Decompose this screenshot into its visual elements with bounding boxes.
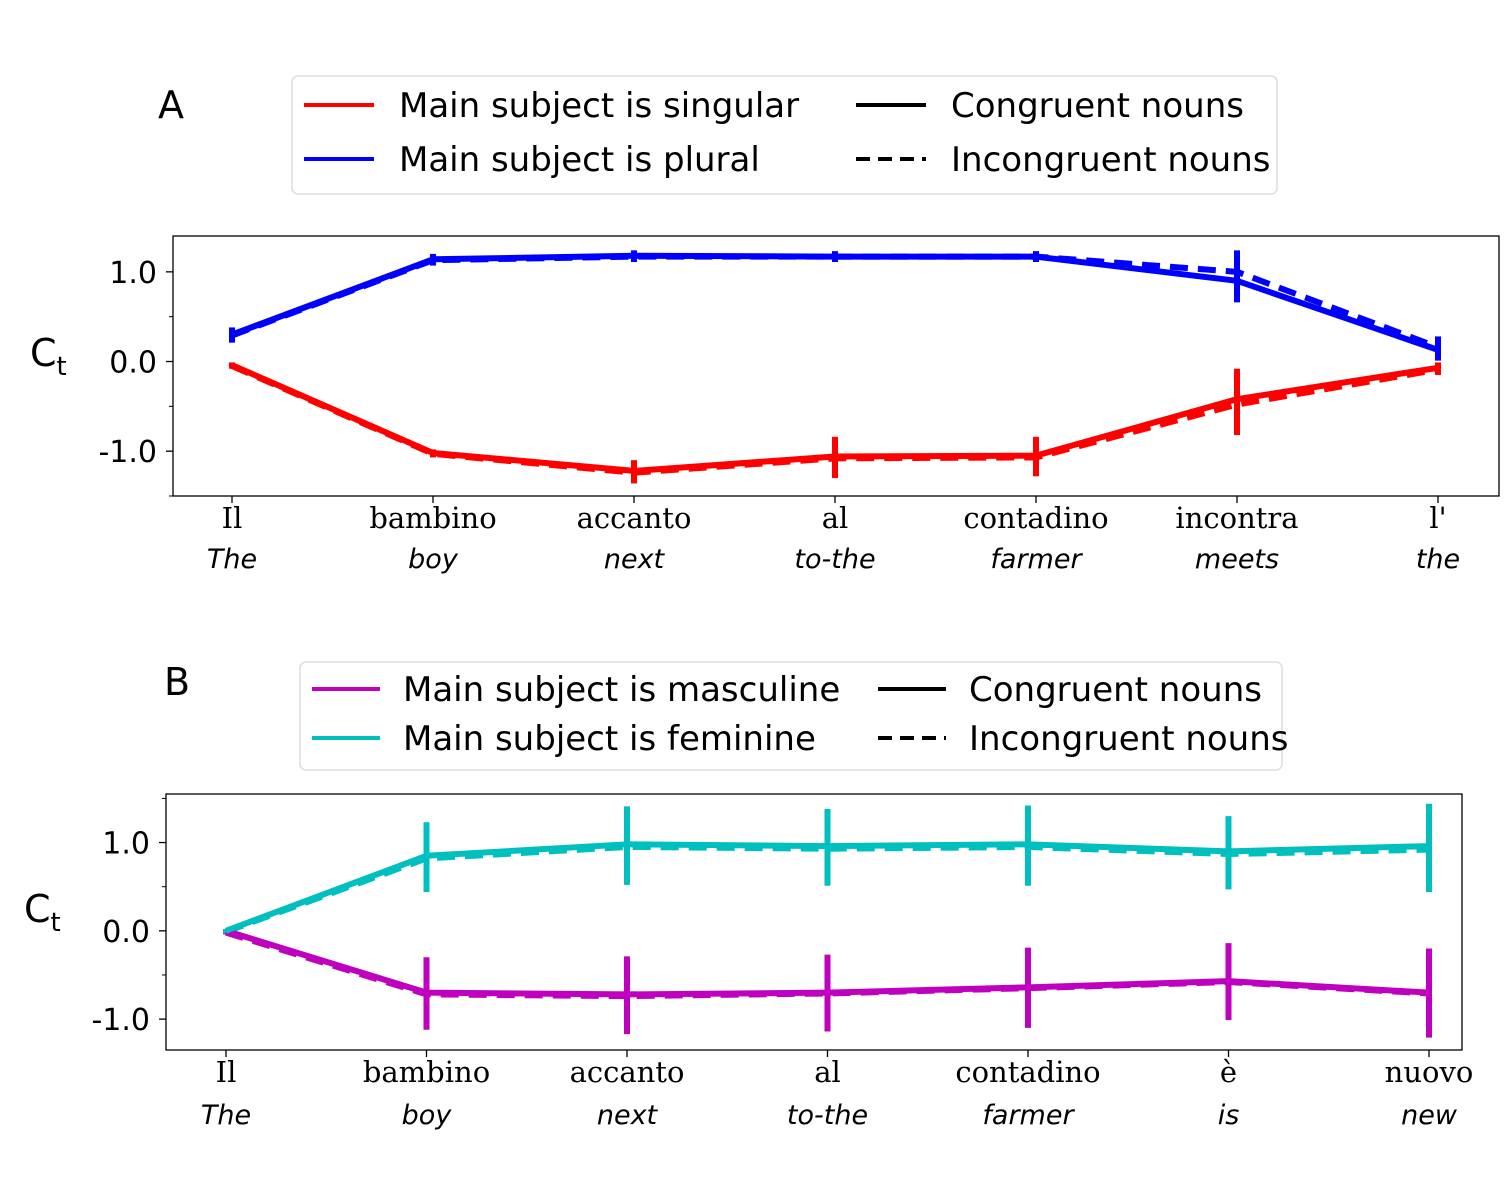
panel-b-ytick-label: 1.0 (102, 827, 150, 862)
panel-a-xtick-label: bambino (369, 501, 496, 535)
panel-b-xtick-label: contadino (955, 1055, 1100, 1089)
panel-a: A Main subject is singular Main subject … (30, 75, 1500, 575)
y-axis-label-b-sub: t (51, 908, 61, 938)
panel-b-series-masculine-solid (223, 927, 1432, 1037)
panel-b-gloss-label: new (1401, 1100, 1458, 1131)
panel-b-gloss-label: is (1218, 1100, 1240, 1131)
panel-a-gloss-label: meets (1195, 544, 1279, 575)
panel-letter-b: B (164, 660, 190, 704)
panel-b-axes-frame (165, 793, 1463, 1051)
panel-a-series-singular-solid-line (230, 362, 1439, 474)
panel-a-xtick-label: contadino (963, 501, 1108, 535)
svg-text:Ct: Ct (24, 887, 61, 938)
panel-a-xtick-label: Il (222, 501, 243, 535)
y-axis-label-b: Ct (24, 887, 61, 938)
panel-b-gloss-label: boy (402, 1100, 453, 1131)
legend-b-label-congruent: Congruent nouns (969, 670, 1262, 710)
legend-b-frame (299, 661, 1283, 771)
y-axis-label-a-main: C (30, 331, 57, 375)
panel-b-xtick-label: nuovo (1385, 1055, 1474, 1089)
panel-b-ytick-label: 0.0 (102, 915, 150, 950)
panel-a-series-singular-solid (229, 362, 1441, 482)
y-axis-label-a-sub: t (57, 352, 67, 382)
plot-area-a: -1.0 0.0 1.0 Il The bambino boy accanto next al to… (98, 235, 1500, 575)
panel-b-xtick-label: è (1220, 1055, 1237, 1089)
panel-a-ytick-label: 0.0 (109, 346, 157, 381)
y-axis-label-a: Ct (30, 331, 67, 382)
legend-a-label-incongruent: Incongruent nouns (951, 140, 1271, 180)
panel-b-ytick-label: -1.0 (91, 1003, 150, 1038)
panel-a-xtick-label: al (822, 501, 849, 535)
panel-a-xtick-label: accanto (577, 501, 692, 535)
legend-a-frame (291, 75, 1278, 195)
panel-a-gloss-label: to-the (794, 544, 875, 575)
panel-b-xtick-label: al (814, 1055, 841, 1089)
plot-area-b: -1.0 0.0 1.0 Il The bambino boy accanto next al to… (91, 793, 1474, 1131)
legend-a-label-plural: Main subject is plural (399, 140, 760, 180)
panel-b-xtick-label: Il (216, 1055, 237, 1089)
legend-a-label-singular: Main subject is singular (399, 86, 799, 126)
panel-a-series-plural-dashed-line (230, 253, 1440, 350)
panel-b-series-feminine-solid (223, 803, 1432, 934)
panel-a-gloss-label: boy (408, 544, 459, 575)
panel-b: B Main subject is masculine Main subject… (24, 660, 1473, 1131)
y-axis-label-b-main: C (24, 887, 51, 931)
panel-a-axes-frame (172, 235, 1500, 497)
panel-a-ytick-label: -1.0 (98, 435, 157, 470)
legend-a-label-congruent: Congruent nouns (951, 86, 1244, 126)
legend-b: Main subject is masculine Main subject i… (299, 661, 1289, 771)
panel-a-series-plural-solid-line (230, 252, 1439, 353)
panel-b-gloss-label: farmer (982, 1100, 1075, 1131)
panel-a-gloss-label: farmer (990, 544, 1083, 575)
panel-a-xtick-label: l' (1429, 501, 1446, 535)
panel-a-xtick-label: incontra (1175, 501, 1298, 535)
panel-a-gloss-label: next (604, 544, 666, 575)
panel-letter-a: A (158, 83, 184, 127)
legend-b-label-feminine: Main subject is feminine (403, 719, 816, 759)
panel-b-gloss-label: to-the (787, 1100, 868, 1131)
panel-b-series-feminine-solid-line (224, 841, 1430, 934)
panel-b-gloss-label: next (597, 1100, 659, 1131)
legend-b-label-masculine: Main subject is masculine (403, 670, 840, 710)
panel-a-ytick-label: 1.0 (109, 256, 157, 291)
panel-a-gloss-label: The (207, 544, 257, 575)
panel-a-gloss-label: the (1416, 544, 1460, 575)
panel-a-series-plural-solid (229, 250, 1441, 361)
panel-b-series-masculine-solid-line (225, 927, 1430, 998)
panel-b-xtick-label: bambino (363, 1055, 490, 1089)
legend-a: Main subject is singular Main subject is… (291, 75, 1278, 195)
legend-b-label-incongruent: Incongruent nouns (969, 719, 1289, 759)
svg-text:Ct: Ct (30, 331, 67, 382)
panel-b-xtick-label: accanto (570, 1055, 685, 1089)
panel-b-gloss-label: The (201, 1100, 251, 1131)
